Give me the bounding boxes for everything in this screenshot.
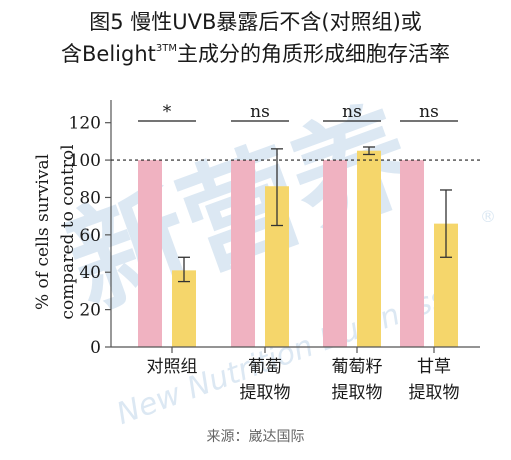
y-tick-label: 60 bbox=[79, 226, 101, 246]
title-suffix: 主成分的角质形成细胞存活率 bbox=[176, 42, 450, 66]
bar-treated bbox=[172, 270, 196, 347]
x-tick-label: 甘草 bbox=[417, 357, 451, 377]
y-tick-label: 40 bbox=[79, 263, 101, 283]
y-tick-label: 100 bbox=[69, 151, 101, 171]
y-axis-label-line-2: compared to control bbox=[58, 144, 78, 319]
chart-title-line-2: 含Belight3TM主成分的角质形成细胞存活率 bbox=[0, 38, 511, 68]
x-tick-label: 提取物 bbox=[332, 383, 383, 403]
x-tick-label: 葡萄 bbox=[248, 357, 282, 377]
title-superscript: 3TM bbox=[155, 43, 177, 54]
bar-control bbox=[323, 160, 347, 347]
y-tick-label: 0 bbox=[90, 338, 101, 358]
bar-control bbox=[400, 160, 424, 347]
significance-label: ns bbox=[250, 102, 270, 122]
significance-label: ns bbox=[342, 102, 362, 122]
x-tick-label: 提取物 bbox=[409, 383, 460, 403]
y-tick-label: 80 bbox=[79, 188, 101, 208]
chart-title-line-1: 图5 慢性UVB暴露后不含(对照组)或 bbox=[89, 10, 422, 34]
y-axis-label-line-1: % of cells survival bbox=[33, 154, 53, 310]
x-tick-label: 对照组 bbox=[147, 357, 198, 377]
source-note: 来源：崴达国际 bbox=[206, 429, 305, 445]
y-tick-label: 120 bbox=[69, 114, 101, 134]
x-tick-label: 葡萄籽 bbox=[332, 357, 383, 377]
bar-control bbox=[138, 160, 162, 347]
bar-control bbox=[231, 160, 255, 347]
x-tick-label: 提取物 bbox=[240, 383, 291, 403]
significance-label: ns bbox=[419, 102, 439, 122]
title-prefix: 含Belight bbox=[61, 42, 156, 66]
watermark-registered: ® bbox=[480, 207, 496, 226]
bar-treated bbox=[357, 150, 381, 347]
y-tick-label: 20 bbox=[79, 301, 101, 321]
significance-label: * bbox=[163, 102, 172, 122]
